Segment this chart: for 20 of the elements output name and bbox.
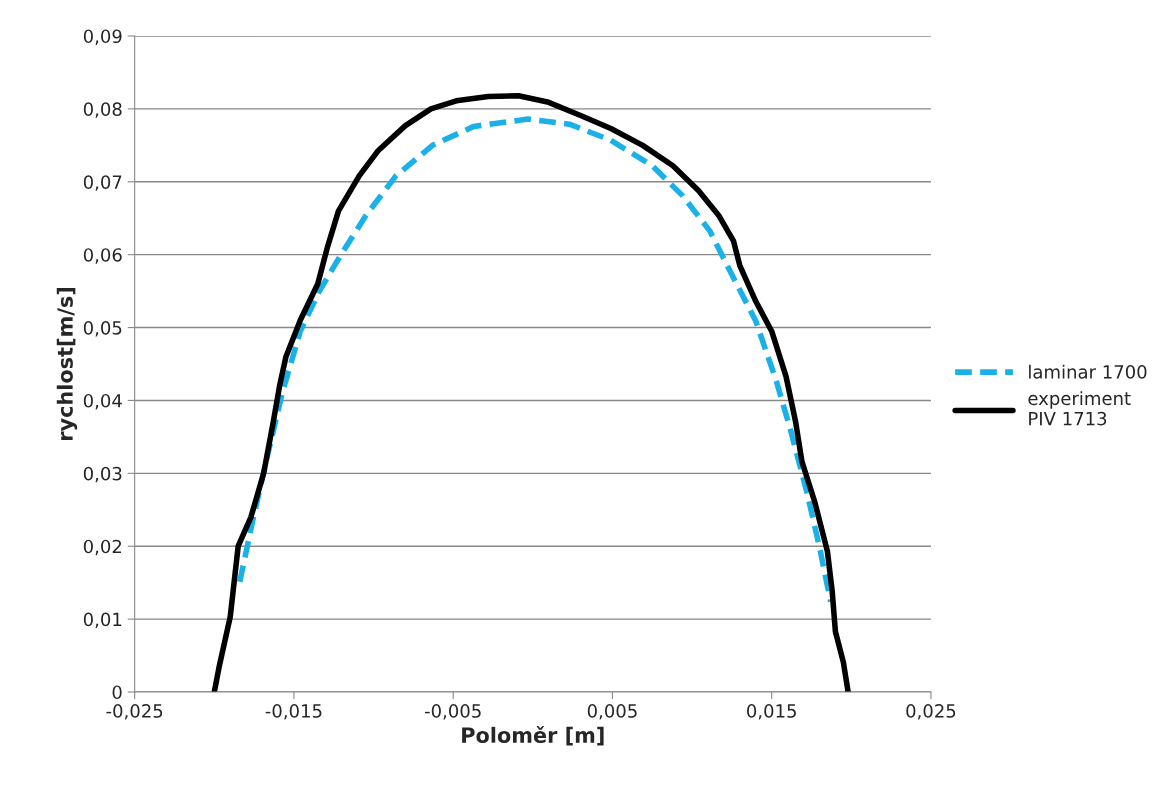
x-tick-label: -0,025: [106, 704, 163, 720]
y-axis-title: rychlost[m/s]: [56, 287, 78, 441]
y-tick-label: 0,05: [83, 321, 122, 337]
x-tick-label: 0,025: [906, 704, 956, 720]
y-tick-label: 0,01: [83, 612, 122, 629]
y-tick-label: 0,04: [83, 393, 122, 410]
x-tick-label: 0,015: [747, 704, 796, 720]
y-tick-label: 0,02: [83, 539, 122, 556]
y-tick-label: 0,03: [83, 466, 122, 483]
y-tick-label: 0,08: [83, 102, 122, 118]
x-tick-label: -0,015: [265, 704, 322, 720]
y-tick-label: 0,09: [83, 29, 122, 45]
y-tick-label: 0,07: [83, 175, 122, 191]
x-axis-title: Poloměr [m]: [462, 726, 604, 746]
y-tick-label: 0: [112, 685, 122, 700]
y-tick-label: 0,06: [83, 248, 122, 264]
x-tick-label: -0,005: [424, 704, 481, 720]
legend-label: experiment PIV 1713: [1028, 391, 1131, 426]
x-tick-label: 0,005: [587, 704, 637, 720]
legend-label: laminar 1700: [1029, 364, 1147, 379]
